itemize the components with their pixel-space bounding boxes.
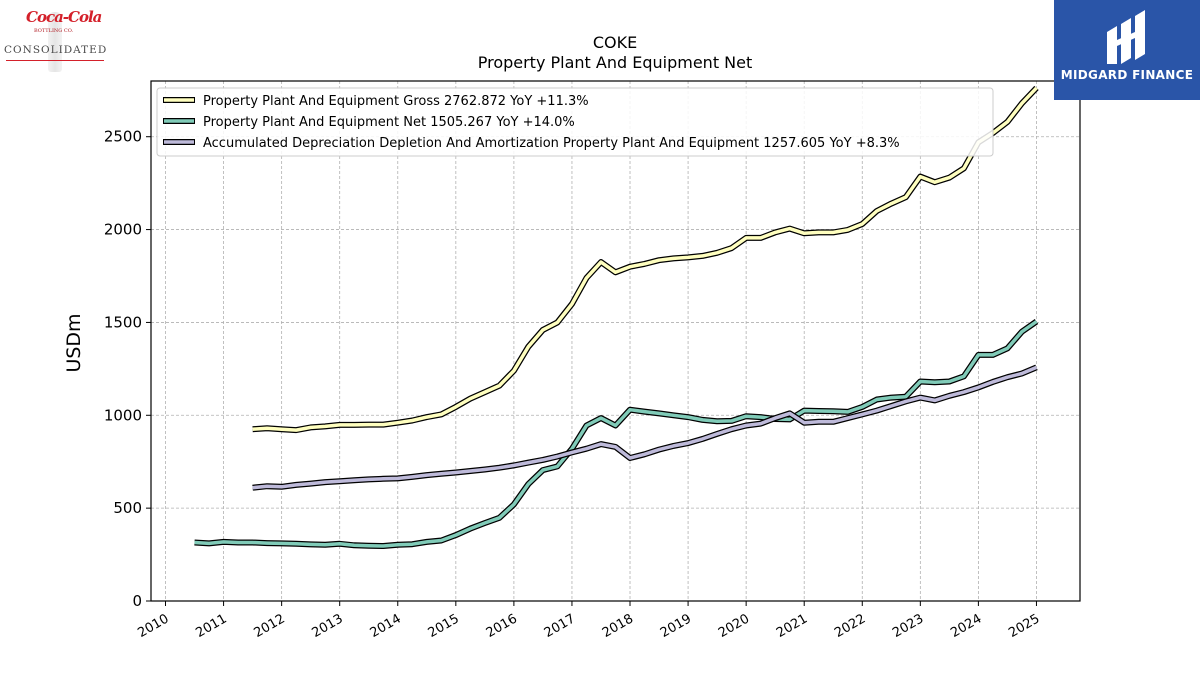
x-tick-label: 2016 (484, 611, 520, 641)
logo-script-text: Coca-Cola (26, 8, 102, 26)
legend-label-0: Property Plant And Equipment Gross 2762.… (203, 94, 589, 109)
legend: Property Plant And Equipment Gross 2762.… (156, 87, 994, 157)
x-tick-label: 2010 (135, 611, 171, 641)
x-tick-label: 2015 (426, 611, 462, 641)
y-tick-label: 2500 (104, 128, 142, 146)
grid (151, 81, 1080, 602)
series-outline-1 (194, 319, 1039, 549)
midgard-finance-logo: MIDGARD FINANCE (1054, 0, 1200, 100)
x-tick-label: 2011 (193, 611, 229, 641)
y-tick-label: 0 (132, 592, 142, 610)
x-tick-label: 2020 (716, 611, 752, 641)
y-axis-label: USDm (63, 313, 85, 372)
x-tick-label: 2019 (658, 611, 694, 641)
series-line-1 (194, 320, 1038, 548)
logo-rule (6, 60, 104, 61)
logo-name-text: CONSOLIDATED (4, 44, 108, 56)
series-line-2 (252, 365, 1038, 490)
x-tick-label: 2014 (368, 611, 404, 641)
x-tick-label: 2021 (774, 611, 810, 641)
bottle-icon (48, 12, 62, 72)
coca-cola-consolidated-logo: Coca-Cola BOTTLING CO. CONSOLIDATED (4, 4, 108, 72)
axis-ticks: 2010 2011 2012 2013 2014 2015 2016 2017 2018 2019… (104, 128, 1043, 641)
y-tick-label: 1000 (104, 406, 142, 424)
midgard-name-text: MIDGARD FINANCE (1060, 68, 1194, 82)
x-tick-label: 2018 (600, 611, 636, 641)
x-tick-label: 2012 (251, 611, 287, 641)
series-lines (194, 85, 1039, 549)
logo-small-text: BOTTLING CO. (34, 28, 74, 34)
legend-label-1: Property Plant And Equipment Net 1505.26… (203, 115, 575, 130)
x-tick-label: 2024 (948, 611, 984, 641)
y-tick-label: 500 (113, 499, 142, 517)
x-tick-label: 2022 (832, 611, 868, 641)
series-line-0 (252, 86, 1038, 432)
x-tick-label: 2023 (890, 611, 926, 641)
y-tick-label: 1500 (104, 313, 142, 331)
chart-subtitle: Property Plant And Equipment Net (478, 53, 753, 72)
midgard-mark-icon (1107, 10, 1145, 64)
chart-title: COKE (593, 33, 637, 52)
x-tick-label: 2025 (1006, 611, 1042, 641)
x-tick-label: 2013 (310, 611, 346, 641)
y-tick-label: 2000 (104, 221, 142, 239)
legend-label-2: Accumulated Depreciation Depletion And A… (203, 136, 900, 151)
x-tick-label: 2017 (542, 611, 578, 641)
plot-area (150, 80, 1081, 602)
legend-box (156, 87, 994, 157)
